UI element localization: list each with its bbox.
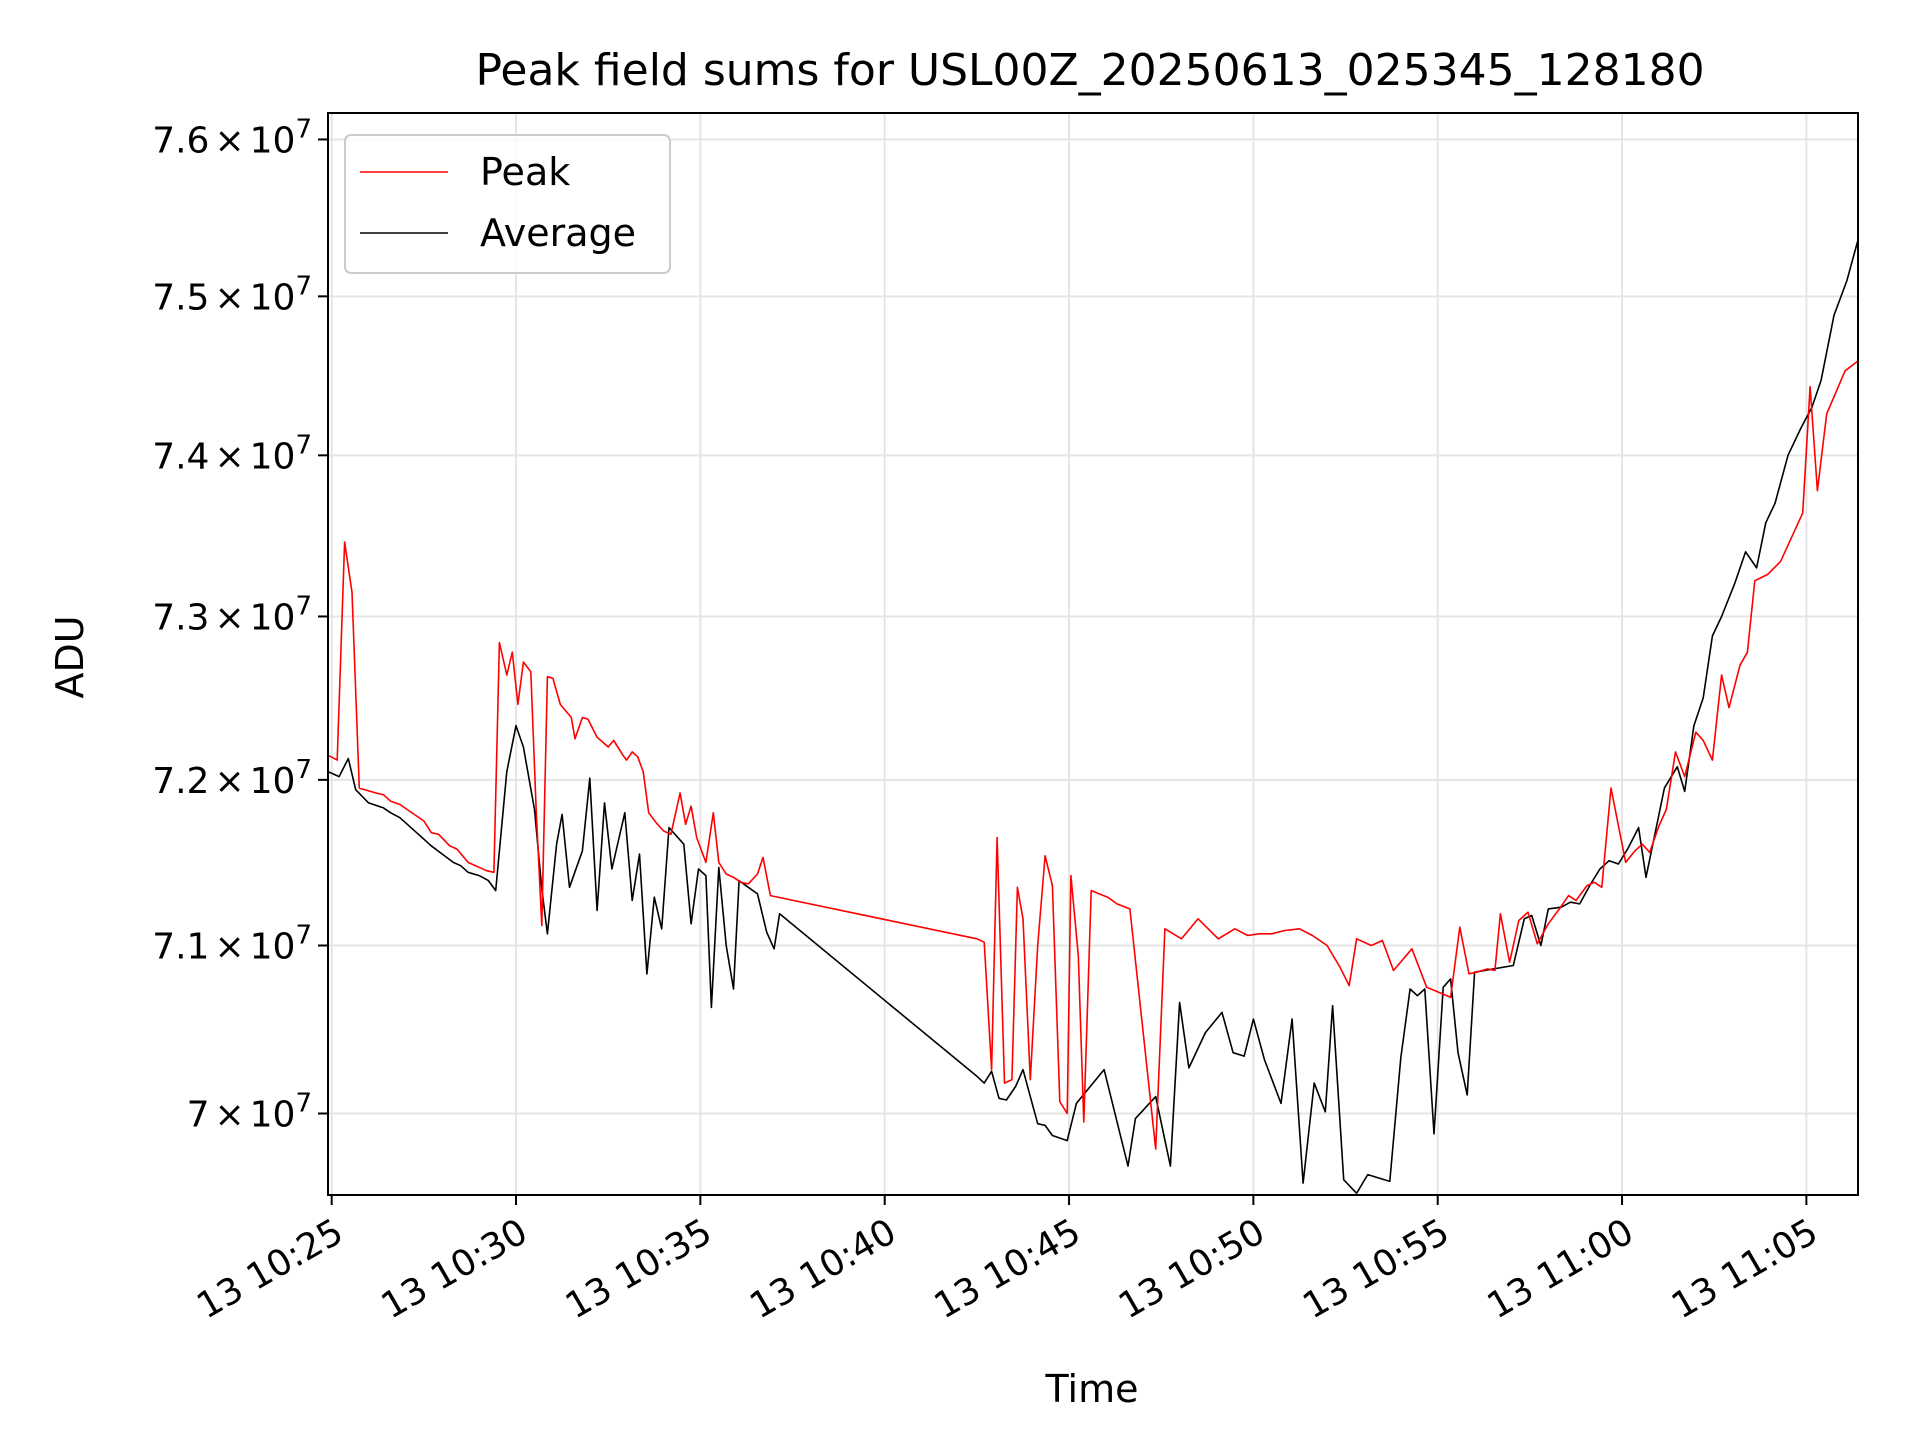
y-tick-label: 7.6 × 107 xyxy=(152,114,312,161)
y-tick-base: 10 xyxy=(250,926,296,967)
y-tick-label: 7.1 × 107 xyxy=(152,920,312,967)
series-layer xyxy=(328,236,1858,1195)
y-tick-times: × xyxy=(214,761,244,802)
y-tick-label: 7.3 × 107 xyxy=(152,591,312,638)
x-axis-label: Time xyxy=(1045,1367,1139,1411)
y-tick-exponent: 7 xyxy=(295,271,312,301)
y-axis-label: ADU xyxy=(48,615,92,698)
y-tick-label: 7.4 × 107 xyxy=(152,430,312,477)
y-tick-base: 10 xyxy=(250,277,296,318)
y-tick-times: × xyxy=(214,1095,244,1136)
y-tick-base: 10 xyxy=(250,761,296,802)
y-tick-mantissa: 7.4 xyxy=(152,436,209,477)
y-tick-times: × xyxy=(214,597,244,638)
y-tick-times: × xyxy=(214,277,244,318)
plot-area xyxy=(328,113,1858,1195)
y-tick-base: 10 xyxy=(250,597,296,638)
y-tick-label: 7.5 × 107 xyxy=(152,271,312,318)
series-line-average xyxy=(328,236,1858,1195)
y-tick-exponent: 7 xyxy=(295,755,312,785)
y-tick-base: 10 xyxy=(250,436,296,477)
y-tick-exponent: 7 xyxy=(295,1089,312,1119)
y-tick-exponent: 7 xyxy=(295,114,312,144)
series-line-peak xyxy=(328,360,1858,1150)
y-tick-exponent: 7 xyxy=(295,920,312,950)
chart-title: Peak field sums for USL00Z_20250613_0253… xyxy=(475,45,1704,96)
y-tick-mantissa: 7.1 xyxy=(152,926,209,967)
y-tick-label: 7 × 107 xyxy=(187,1089,312,1136)
y-tick-mantissa: 7.3 xyxy=(152,597,209,638)
y-tick-mantissa: 7.5 xyxy=(152,277,209,318)
y-tick-exponent: 7 xyxy=(295,591,312,621)
legend: Peak Average xyxy=(344,134,671,274)
y-tick-exponent: 7 xyxy=(295,430,312,460)
y-tick-mantissa: 7 xyxy=(187,1095,210,1136)
legend-label-peak: Peak xyxy=(480,150,570,194)
y-tick-times: × xyxy=(214,436,244,477)
y-tick-mantissa: 7.2 xyxy=(152,761,209,802)
y-tick-times: × xyxy=(214,120,244,161)
plot-frame xyxy=(327,112,1859,1196)
y-tick-base: 10 xyxy=(250,120,296,161)
grid-lines xyxy=(328,113,1858,1195)
y-tick-base: 10 xyxy=(250,1095,296,1136)
y-tick-times: × xyxy=(214,926,244,967)
y-tick-label: 7.2 × 107 xyxy=(152,755,312,802)
y-tick-mantissa: 7.6 xyxy=(152,120,209,161)
legend-box xyxy=(344,134,671,274)
legend-label-average: Average xyxy=(480,211,636,255)
